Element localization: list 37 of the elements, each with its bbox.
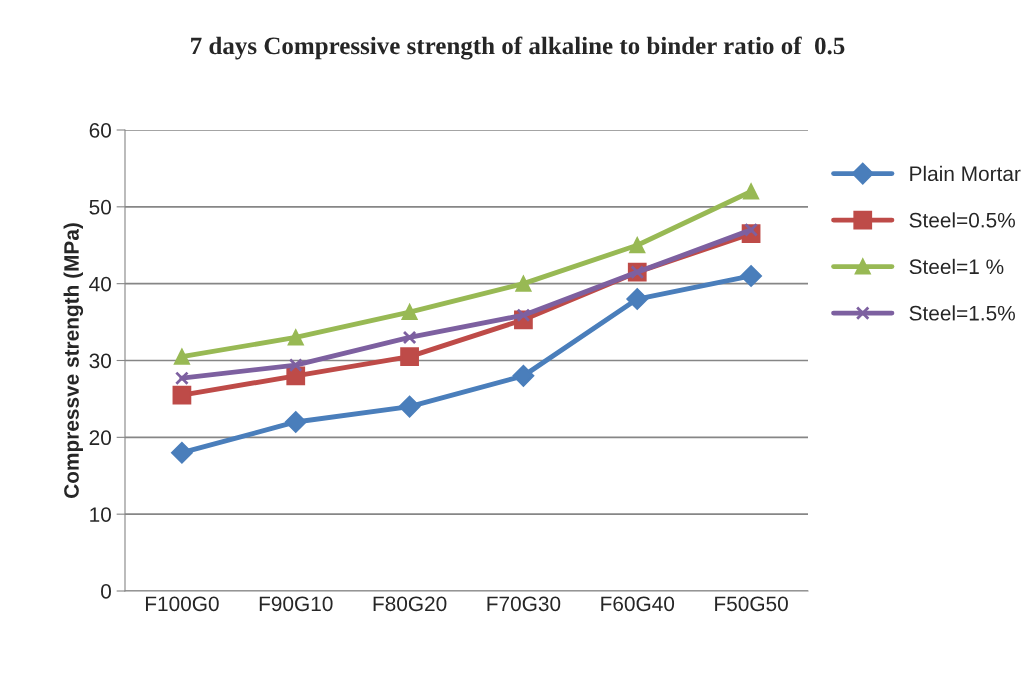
point [402, 330, 417, 345]
y-axis-title: Compressve strength (MPa) [63, 223, 84, 498]
y-tick-label: 50 [89, 199, 111, 215]
y-tick-label: 40 [89, 276, 111, 292]
x-tick-label: F80G20 [373, 596, 447, 612]
x-tick-label: F70G30 [487, 596, 561, 612]
point [743, 183, 760, 200]
point [287, 329, 304, 346]
legend-label: Steel=1 % [909, 258, 1004, 275]
point [512, 365, 535, 387]
y-tick-label: 0 [101, 584, 111, 599]
y-tick-label: 10 [90, 507, 111, 522]
point [171, 441, 193, 464]
point [284, 411, 307, 433]
y-tick-label: 20 [89, 430, 111, 446]
point [286, 366, 306, 386]
y-tick-label: 60 [89, 123, 111, 138]
x-tick-label: F50G50 [715, 596, 788, 612]
point [288, 358, 303, 373]
point [626, 288, 649, 310]
point [174, 371, 189, 386]
point [398, 395, 421, 418]
legend-label: Steel=0.5% [909, 212, 1015, 228]
point [401, 304, 418, 321]
x-tick-label: F90G10 [259, 596, 333, 612]
y-tick-label: 30 [89, 353, 111, 369]
chart-title: 7 days Compressive strength of alkaline to binder ratio of 0.5 [191, 36, 845, 60]
legend-label: Plain Mortar [910, 165, 1021, 182]
point [400, 347, 419, 367]
x-tick-label: F100G0 [145, 596, 219, 612]
point [173, 348, 190, 365]
point [515, 275, 532, 292]
legend-label: Steel=1.5% [909, 305, 1015, 321]
point [629, 237, 646, 254]
point [740, 265, 762, 287]
point [172, 385, 192, 405]
x-tick-label: F60G40 [601, 596, 675, 612]
